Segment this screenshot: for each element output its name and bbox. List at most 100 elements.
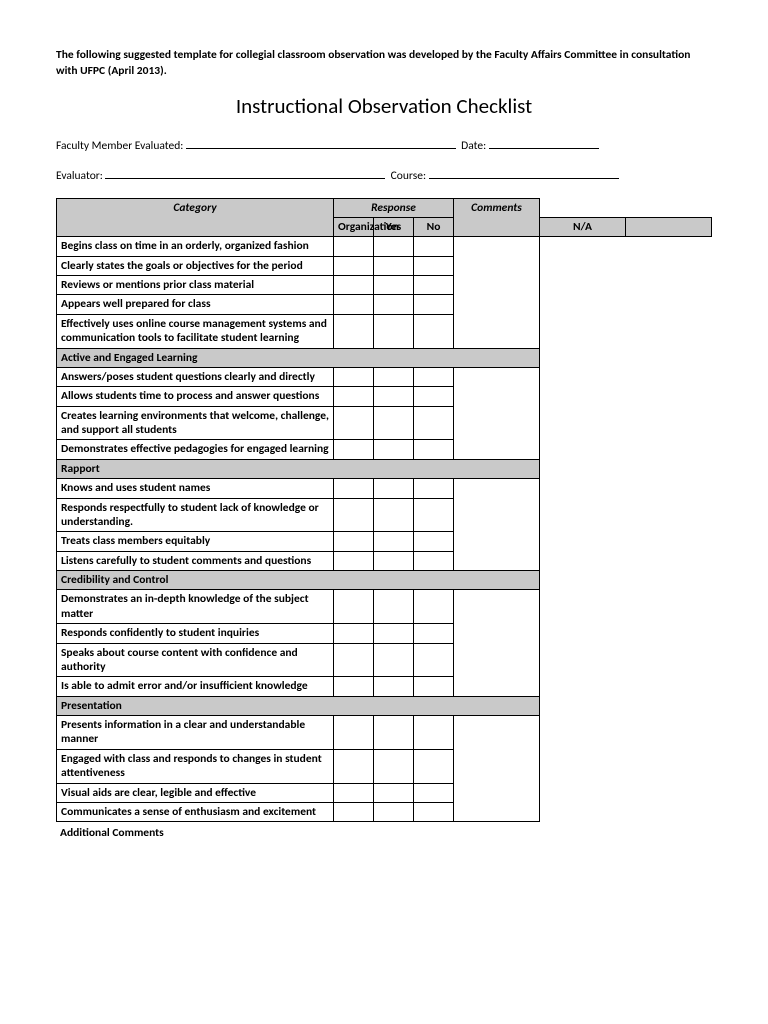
no-1-1[interactable]: [374, 387, 414, 406]
no-1-0[interactable]: [374, 367, 414, 386]
yes-3-0[interactable]: [334, 590, 374, 624]
yes-2-2[interactable]: [334, 532, 374, 551]
na-1-2[interactable]: [414, 406, 454, 440]
subhead-na: N/A: [540, 217, 626, 236]
date-blank[interactable]: [489, 137, 599, 149]
na-0-0[interactable]: [414, 237, 454, 256]
yes-1-0[interactable]: [334, 367, 374, 386]
no-4-0[interactable]: [374, 716, 414, 750]
item-2-1: Responds respectfully to student lack of…: [57, 498, 334, 532]
no-4-3[interactable]: [374, 802, 414, 821]
item-1-3: Demonstrates effective pedagogies for en…: [57, 440, 334, 459]
yes-0-3[interactable]: [334, 295, 374, 314]
no-3-2[interactable]: [374, 643, 414, 677]
yes-0-4[interactable]: [334, 314, 374, 348]
intro-text: The following suggested template for col…: [56, 48, 712, 79]
yes-4-1[interactable]: [334, 749, 374, 783]
col-comments: Comments: [454, 198, 540, 237]
no-1-2[interactable]: [374, 406, 414, 440]
no-2-1[interactable]: [374, 498, 414, 532]
na-0-3[interactable]: [414, 295, 454, 314]
yes-2-0[interactable]: [334, 479, 374, 498]
comments-4[interactable]: [454, 716, 540, 822]
comments-3[interactable]: [454, 590, 540, 696]
na-4-3[interactable]: [414, 802, 454, 821]
faculty-blank[interactable]: [186, 137, 456, 149]
na-0-2[interactable]: [414, 276, 454, 295]
yes-1-2[interactable]: [334, 406, 374, 440]
item-1-2: Creates learning environments that welco…: [57, 406, 334, 440]
no-0-4[interactable]: [374, 314, 414, 348]
yes-4-2[interactable]: [334, 783, 374, 802]
na-2-2[interactable]: [414, 532, 454, 551]
yes-3-3[interactable]: [334, 677, 374, 696]
item-4-3: Communicates a sense of enthusiasm and e…: [57, 802, 334, 821]
course-blank[interactable]: [429, 167, 619, 179]
yes-0-0[interactable]: [334, 237, 374, 256]
yes-0-1[interactable]: [334, 256, 374, 275]
col-category: Category: [57, 198, 334, 237]
date-label: Date:: [461, 139, 486, 153]
no-2-2[interactable]: [374, 532, 414, 551]
no-4-2[interactable]: [374, 783, 414, 802]
na-2-3[interactable]: [414, 551, 454, 570]
section-0: Organization: [334, 217, 374, 236]
na-2-1[interactable]: [414, 498, 454, 532]
comments-2[interactable]: [454, 479, 540, 571]
evaluator-blank[interactable]: [105, 167, 385, 179]
na-3-2[interactable]: [414, 643, 454, 677]
na-3-0[interactable]: [414, 590, 454, 624]
yes-3-2[interactable]: [334, 643, 374, 677]
na-1-0[interactable]: [414, 367, 454, 386]
evaluator-label: Evaluator:: [56, 169, 103, 183]
item-4-2: Visual aids are clear, legible and effec…: [57, 783, 334, 802]
na-4-2[interactable]: [414, 783, 454, 802]
na-2-0[interactable]: [414, 479, 454, 498]
no-0-3[interactable]: [374, 295, 414, 314]
item-3-1: Responds confidently to student inquirie…: [57, 624, 334, 643]
no-3-0[interactable]: [374, 590, 414, 624]
na-3-3[interactable]: [414, 677, 454, 696]
no-3-3[interactable]: [374, 677, 414, 696]
yes-1-3[interactable]: [334, 440, 374, 459]
no-2-0[interactable]: [374, 479, 414, 498]
comments-0[interactable]: [454, 237, 540, 348]
no-3-1[interactable]: [374, 624, 414, 643]
na-4-1[interactable]: [414, 749, 454, 783]
col-response: Response: [334, 198, 454, 217]
no-2-3[interactable]: [374, 551, 414, 570]
item-3-0: Demonstrates an in-depth knowledge of th…: [57, 590, 334, 624]
yes-1-1[interactable]: [334, 387, 374, 406]
na-1-1[interactable]: [414, 387, 454, 406]
item-0-4: Effectively uses online course managemen…: [57, 314, 334, 348]
comments-1[interactable]: [454, 367, 540, 459]
yes-2-3[interactable]: [334, 551, 374, 570]
na-4-0[interactable]: [414, 716, 454, 750]
item-1-1: Allows students time to process and answ…: [57, 387, 334, 406]
na-0-1[interactable]: [414, 256, 454, 275]
section-3: Credibility and Control: [57, 571, 540, 590]
item-2-0: Knows and uses student names: [57, 479, 334, 498]
na-3-1[interactable]: [414, 624, 454, 643]
item-2-2: Treats class members equitably: [57, 532, 334, 551]
na-0-4[interactable]: [414, 314, 454, 348]
section-4: Presentation: [57, 696, 540, 715]
no-0-0[interactable]: [374, 237, 414, 256]
no-4-1[interactable]: [374, 749, 414, 783]
item-4-0: Presents information in a clear and unde…: [57, 716, 334, 750]
section-1: Active and Engaged Learning: [57, 348, 540, 367]
yes-4-3[interactable]: [334, 802, 374, 821]
additional-comments-label: Additional Comments: [56, 826, 712, 840]
no-0-1[interactable]: [374, 256, 414, 275]
item-0-1: Clearly states the goals or objectives f…: [57, 256, 334, 275]
no-1-3[interactable]: [374, 440, 414, 459]
yes-0-2[interactable]: [334, 276, 374, 295]
yes-4-0[interactable]: [334, 716, 374, 750]
page-title: Instructional Observation Checklist: [56, 93, 712, 119]
checklist-table: CategoryResponseCommentsOrganizationYesN…: [56, 198, 712, 823]
form-row-1: Faculty Member Evaluated: Date:: [56, 137, 712, 155]
no-0-2[interactable]: [374, 276, 414, 295]
yes-3-1[interactable]: [334, 624, 374, 643]
na-1-3[interactable]: [414, 440, 454, 459]
yes-2-1[interactable]: [334, 498, 374, 532]
